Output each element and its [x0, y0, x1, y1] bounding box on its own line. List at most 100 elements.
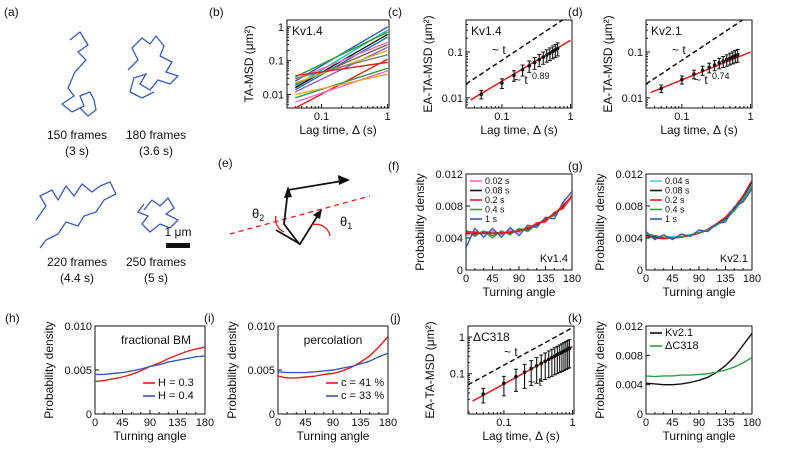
legend-label: H = 0.3	[158, 377, 194, 389]
x-tick-label: 90	[513, 273, 525, 285]
data-point	[659, 86, 664, 91]
chart-j-axes-frame	[467, 325, 575, 415]
panel-j-label: (j)	[390, 311, 401, 325]
y-tick-label: 0.01	[622, 93, 643, 105]
y-axis-label: TA-MSD (μm²)	[242, 25, 256, 102]
x-tick-label: 0.1	[314, 111, 329, 123]
chart-g: (g) 0 45 90 135 180 0 0.004 0.008 0.012 Turning an…	[568, 159, 761, 299]
turning-step-end	[299, 211, 321, 245]
x-axis-label: Turning angle	[663, 429, 736, 443]
data-point	[712, 63, 717, 67]
chart-i-plot-area	[278, 336, 388, 379]
chart-h-note: fractional BM	[121, 333, 191, 347]
data-point	[537, 57, 542, 62]
x-tick-label: 0	[275, 417, 281, 429]
x-axis-label: Turning angle	[663, 285, 736, 299]
reference-line-label: ~ t	[504, 345, 518, 359]
x-tick-label: 135	[536, 273, 554, 285]
series-line-k-1	[646, 356, 752, 378]
x-tick-label: 180	[563, 273, 581, 285]
x-tick-label: 180	[379, 417, 397, 429]
data-point	[692, 72, 696, 76]
trajectory-1	[60, 31, 97, 117]
data-point	[548, 51, 552, 56]
series-line-b-13	[294, 31, 388, 78]
x-axis-label: Lag time, Δ (s)	[299, 123, 376, 137]
theta1-arc	[311, 223, 331, 237]
y-tick-label: 0.010	[247, 321, 275, 333]
chart-d-title: Kv2.1	[651, 24, 682, 38]
chart-i: (i) 0 45 90 135 180 0 0.005 0.010 Turning angle Pr…	[204, 311, 397, 443]
x-tick-label: 180	[743, 417, 761, 429]
fit-exponent-label: 0.89	[532, 71, 550, 81]
y-tick-label: 0	[457, 265, 463, 277]
data-point	[500, 81, 504, 85]
y-tick-label: 0.004	[615, 233, 643, 245]
chart-g-plot-area	[646, 180, 752, 241]
legend-label: c = 41 %	[341, 377, 384, 389]
legend-label: c = 33 %	[341, 390, 384, 402]
y-axis-label: EA-TA-MSD (μm²)	[421, 15, 435, 112]
data-point	[735, 52, 740, 57]
x-tick-label: 45	[299, 417, 311, 429]
panel-e: (e) θ2 θ1	[218, 156, 371, 246]
trajectory-4-frames: 250 frames	[126, 255, 186, 269]
fit-line-label: ~ t	[694, 73, 708, 87]
chart-f-note: Kv1.4	[540, 253, 568, 265]
y-tick-label: 0.012	[435, 169, 463, 181]
y-tick-label: 0	[637, 265, 643, 277]
trajectory-2-frames: 180 frames	[126, 128, 186, 142]
chart-d-axes-frame	[645, 19, 753, 109]
trajectory-2	[127, 34, 180, 99]
x-tick-label: 0.1	[496, 417, 511, 429]
x-axis-label: Lag time, Δ (s)	[482, 429, 559, 443]
x-tick-label: 1	[747, 111, 753, 123]
fit-exponent-label: 0.74	[712, 71, 730, 81]
y-tick-label: 0.012	[615, 169, 643, 181]
x-axis-label: Lag time, Δ (s)	[480, 123, 557, 137]
y-tick-label: 0.1	[269, 56, 284, 68]
x-tick-label: 45	[666, 417, 678, 429]
panel-g-label: (g)	[568, 159, 583, 173]
data-point	[680, 77, 684, 82]
chart-b: (b) 0.1 1 0.01 0.1 1 Lag time, Δ (s) TA-MSD (μm…	[209, 5, 391, 137]
panel-b-label: (b)	[209, 5, 224, 19]
data-point	[550, 355, 554, 360]
y-tick-label: 0	[269, 409, 275, 421]
y-tick-label: 0.008	[435, 201, 463, 213]
series-line-b-14	[295, 61, 388, 77]
trajectory-1-frames: 150 frames	[47, 128, 107, 142]
series-line-b-1	[295, 70, 388, 103]
data-point	[539, 361, 544, 366]
data-point	[481, 392, 486, 396]
data-point	[544, 53, 549, 57]
panel-a-label: (a)	[4, 5, 19, 19]
y-tick-label: 0.008	[615, 201, 643, 213]
y-tick-label: 0	[86, 409, 92, 421]
chart-h: (h) 0 45 90 135 180 0 0.005 0.010 Turning angle Pr…	[5, 311, 214, 443]
chart-c-title: Kv1.4	[471, 24, 502, 38]
data-point	[512, 73, 516, 78]
data-point	[555, 46, 560, 51]
chart-b-title: Kv1.4	[292, 24, 323, 38]
turning-step-start	[275, 229, 301, 245]
chart-i-note: percolation	[304, 333, 363, 347]
x-tick-label: 0	[92, 417, 98, 429]
x-tick-label: 45	[666, 273, 678, 285]
y-axis-label: EA-TA-MSD (μm²)	[423, 321, 437, 418]
legend-label: 0.2 s	[665, 195, 685, 205]
data-point	[717, 61, 722, 65]
theta2-label: θ2	[252, 206, 264, 223]
chart-h-plot-area	[95, 346, 205, 383]
y-tick-label: 0.1	[450, 369, 465, 381]
x-tick-label: 90	[327, 417, 339, 429]
x-tick-label: 1	[567, 111, 573, 123]
x-tick-label: 45	[486, 273, 498, 285]
x-tick-label: 135	[716, 273, 734, 285]
arrowhead-1	[284, 186, 292, 198]
trajectory-3-time: (4.4 s)	[60, 271, 94, 285]
chart-b-plot-area	[294, 26, 388, 108]
